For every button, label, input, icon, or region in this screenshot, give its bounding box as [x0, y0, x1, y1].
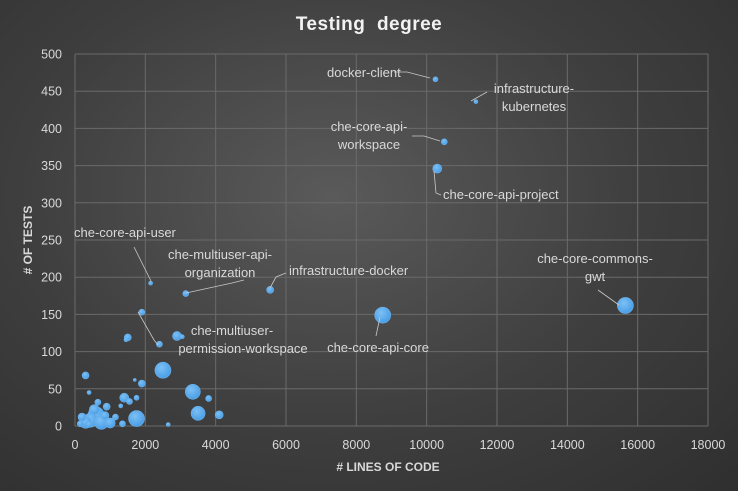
- data-point: [94, 398, 102, 406]
- data-point: [182, 290, 190, 297]
- y-tick-labels: 0 50 100 150 200 250 300 350 400 450 500: [41, 48, 62, 434]
- data-point: [132, 378, 137, 382]
- data-point: [156, 340, 163, 348]
- label-leader-line: [433, 170, 442, 196]
- x-tick-label: 0: [72, 438, 79, 452]
- data-point: [179, 334, 185, 340]
- point-label: che-core-api-project: [443, 187, 559, 202]
- data-point: [214, 410, 224, 420]
- chart-title: Testing degree: [296, 14, 443, 35]
- x-tick-label: 2000: [131, 438, 159, 452]
- label-leader-line: [375, 316, 381, 337]
- data-point: [89, 404, 100, 415]
- leader-lines: [133, 71, 620, 346]
- data-point: [205, 395, 212, 402]
- label-leader-line: [394, 71, 431, 79]
- data-point: [85, 421, 93, 428]
- gridlines: [74, 53, 709, 427]
- point-label: che-core-api-workspace: [331, 119, 408, 152]
- data-point: [119, 392, 130, 403]
- data-point: [138, 379, 146, 388]
- point-label: che-multiuser-permission-workspace: [178, 323, 307, 356]
- y-tick-label: 450: [41, 85, 62, 99]
- data-point: [138, 308, 146, 316]
- x-tick-label: 6000: [272, 438, 300, 452]
- data-point: [128, 410, 145, 427]
- point-label: infrastructure-kubernetes: [494, 81, 574, 114]
- data-point: [102, 402, 111, 411]
- data-point: [432, 163, 443, 174]
- data-point: [617, 297, 634, 314]
- data-point: [119, 420, 126, 428]
- y-tick-label: 250: [41, 234, 62, 248]
- label-leader-line: [185, 279, 245, 294]
- data-point: [154, 361, 172, 379]
- y-tick-label: 100: [41, 345, 62, 359]
- label-leader-line: [412, 135, 441, 142]
- data-points: [76, 76, 634, 430]
- point-label: docker-client: [327, 65, 401, 80]
- x-axis-title: # LINES OF CODE: [336, 460, 439, 474]
- data-point: [148, 280, 153, 286]
- label-leader-line: [597, 289, 620, 306]
- x-tick-label: 12000: [480, 438, 515, 452]
- y-tick-label: 200: [41, 271, 62, 285]
- data-point: [126, 398, 133, 405]
- data-point: [100, 411, 110, 420]
- point-label: che-multiuser-api-organization: [168, 247, 272, 280]
- y-axis-title: # OF TESTS: [21, 206, 35, 275]
- y-tick-label: 0: [55, 420, 62, 434]
- data-point: [77, 412, 87, 422]
- x-tick-label: 4000: [202, 438, 230, 452]
- y-tick-label: 350: [41, 159, 62, 173]
- data-point: [374, 306, 392, 324]
- data-point: [81, 371, 90, 380]
- y-tick-label: 150: [41, 308, 62, 322]
- x-tick-label: 10000: [409, 438, 444, 452]
- data-point: [76, 420, 84, 428]
- y-tick-label: 500: [41, 48, 62, 62]
- x-tick-labels: 0 2000 4000 6000 8000 10000 12000 14000 16000 180…: [72, 438, 726, 452]
- data-point: [432, 76, 439, 83]
- data-point: [133, 394, 140, 401]
- point-label: infrastructure-docker: [289, 263, 409, 278]
- x-tick-label: 18000: [691, 438, 726, 452]
- label-leader-line: [133, 246, 152, 282]
- data-point: [118, 403, 124, 409]
- point-labels: docker-client infrastructure-kubernetes ch…: [74, 65, 653, 356]
- point-label: che-core-api-core: [327, 340, 429, 355]
- point-label: che-core-commons-gwt: [537, 251, 653, 284]
- data-point: [473, 99, 479, 104]
- label-leader-line: [137, 311, 159, 346]
- data-point: [440, 138, 448, 146]
- x-tick-label: 14000: [550, 438, 585, 452]
- y-tick-label: 300: [41, 196, 62, 210]
- label-leader-line: [269, 272, 287, 289]
- data-point: [86, 390, 92, 395]
- data-point: [112, 413, 119, 421]
- label-leader-line: [470, 91, 488, 102]
- point-label: che-core-api-user: [74, 225, 177, 240]
- data-point: [185, 383, 201, 400]
- x-tick-label: 8000: [342, 438, 370, 452]
- data-point: [104, 417, 116, 429]
- y-tick-label: 50: [48, 382, 62, 396]
- data-point: [123, 337, 129, 342]
- y-tick-label: 400: [41, 122, 62, 136]
- data-point: [266, 286, 274, 294]
- x-tick-label: 16000: [620, 438, 655, 452]
- data-point: [190, 406, 206, 421]
- data-point: [165, 422, 171, 427]
